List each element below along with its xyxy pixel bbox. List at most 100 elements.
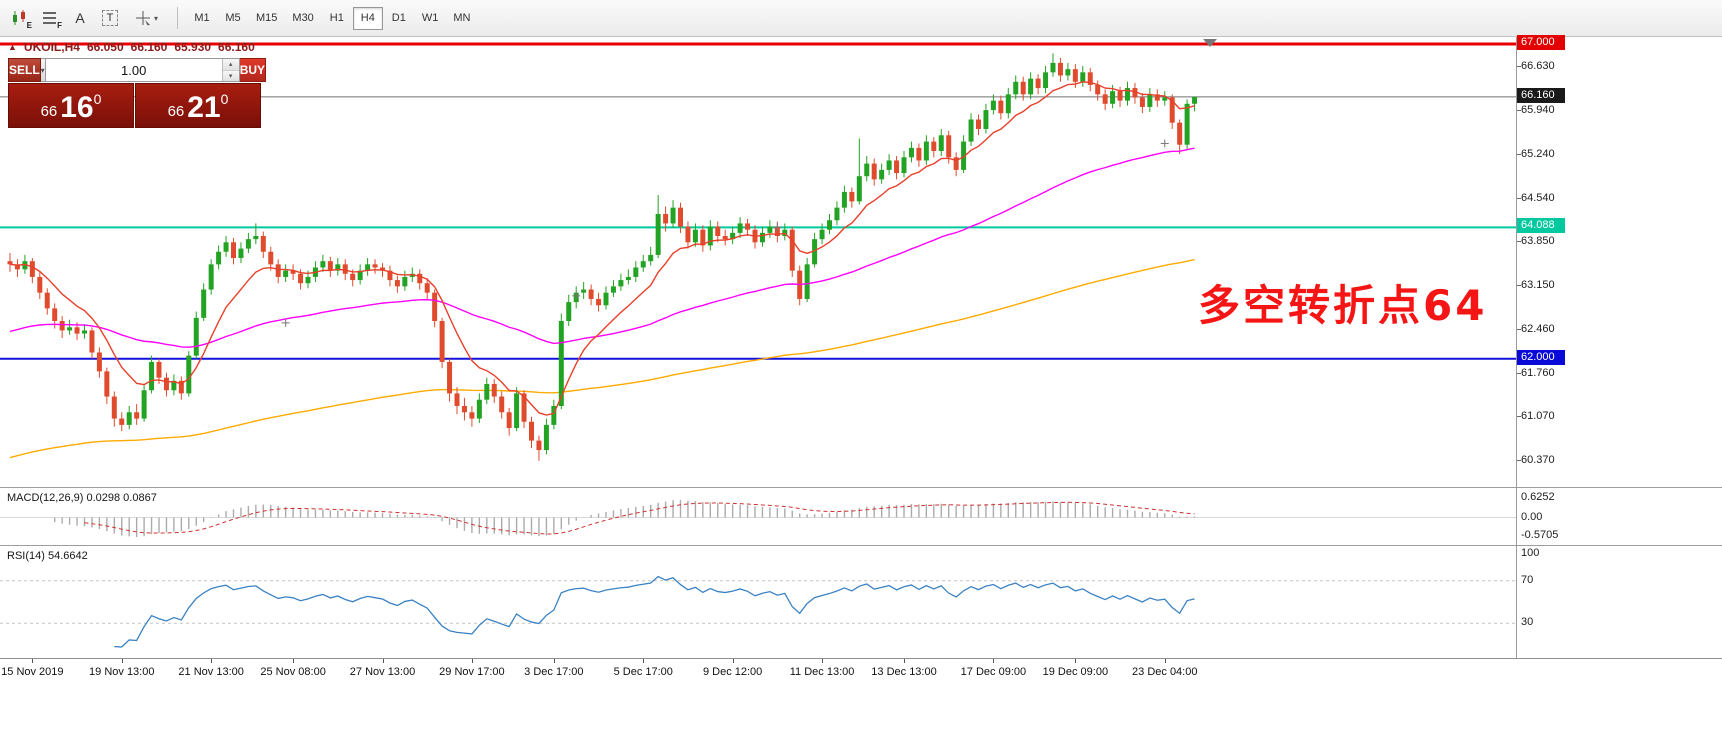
price-axis-label: 66.630 xyxy=(1521,60,1555,73)
time-axis-label: 29 Nov 17:00 xyxy=(439,666,505,678)
badge-f: F xyxy=(57,21,62,30)
badge-e: E xyxy=(26,21,32,30)
time-axis-label: 3 Dec 17:00 xyxy=(524,666,584,678)
price-axis-tick xyxy=(1516,416,1521,418)
chart-toolbar: E F A T ▾ M1 M5 M15 M30 H1 H4 D1 W1 MN xyxy=(0,0,1722,37)
buy-price-pipette: 0 xyxy=(220,91,229,107)
timeframe-button-h4[interactable]: H4 xyxy=(352,6,383,30)
time-axis-label: 13 Dec 13:00 xyxy=(871,666,937,678)
time-axis-tick xyxy=(382,659,384,663)
timeframe-button-m5[interactable]: M5 xyxy=(225,12,241,24)
sell-price-base: 66 xyxy=(40,103,58,120)
macd-axis-label: -0.5705 xyxy=(1521,528,1559,541)
buy-price-pips: 21 xyxy=(187,90,221,124)
timeframe-button-m30[interactable]: M30 xyxy=(292,12,314,24)
timeframe-button-m1[interactable]: M1 xyxy=(194,12,210,24)
rsi-indicator-panel: RSI(14) 54.6642 100 70 30 xyxy=(0,545,1722,658)
price-axis-tick xyxy=(1516,153,1521,155)
timeframe-button-m15[interactable]: M15 xyxy=(256,12,278,24)
price-axis-label: 63.150 xyxy=(1521,279,1555,292)
time-axis-label: 11 Dec 13:00 xyxy=(789,666,855,678)
ohlc-low: 65.930 xyxy=(174,40,212,54)
time-axis-label: 27 Nov 13:00 xyxy=(349,666,416,678)
timeframe-button-group: M1 M5 M15 M30 H1 H4 D1 W1 MN xyxy=(187,6,478,30)
main-chart-panel: ▲ UKOIL,H4 66.050 66.160 65.930 66.160 S… xyxy=(0,34,1722,487)
rsi-axis-label: 30 xyxy=(1521,616,1534,629)
price-axis-tick xyxy=(1516,66,1521,68)
chevron-down-icon: ▾ xyxy=(153,13,158,23)
macd-axis[interactable]: 0.6252 0.00 -0.5705 xyxy=(0,488,1722,545)
price-axis-tick xyxy=(1516,460,1521,462)
time-axis-tick xyxy=(993,659,995,663)
timeframe-button-w1[interactable]: W1 xyxy=(421,12,439,24)
rsi-axis[interactable]: 100 70 30 xyxy=(0,546,1722,658)
time-axis-tick xyxy=(822,659,824,663)
time-axis-label: 23 Dec 04:00 xyxy=(1132,666,1198,678)
arrow-up-icon: ▲ xyxy=(8,42,17,52)
sell-price-display[interactable]: 66 16 0 xyxy=(8,83,134,128)
grid-icon xyxy=(43,12,56,24)
price-axis-tick xyxy=(1516,241,1521,243)
text-box-button[interactable]: T xyxy=(96,5,124,31)
indicator-templates-button[interactable]: E xyxy=(6,5,34,31)
time-axis-label: 15 Nov 2019 xyxy=(1,666,64,678)
price-axis-label: 61.760 xyxy=(1521,366,1555,379)
time-axis-tick xyxy=(643,659,645,663)
volume-dropdown-button[interactable]: ▾ xyxy=(40,58,46,82)
time-axis[interactable]: 15 Nov 2019 19 Nov 13:00 21 Nov 13:00 25 No… xyxy=(0,658,1722,690)
text-label-icon: A xyxy=(75,10,85,26)
price-tag: 67.000 xyxy=(1517,34,1565,50)
buy-price-display[interactable]: 66 21 0 xyxy=(135,83,261,128)
price-axis-label: 65.940 xyxy=(1521,103,1555,116)
ohlc-close: 66.160 xyxy=(218,40,255,54)
rsi-axis-label: 70 xyxy=(1521,573,1534,586)
time-axis-tick xyxy=(553,659,555,663)
sell-button[interactable]: SELL xyxy=(8,58,41,82)
time-axis-label: 19 Dec 09:00 xyxy=(1042,666,1109,678)
price-axis-tick xyxy=(1516,285,1521,287)
toolbar-separator xyxy=(177,7,178,29)
text-box-icon: T xyxy=(102,10,118,26)
buy-price-base: 66 xyxy=(167,103,185,120)
grid-list-button[interactable]: F xyxy=(36,5,64,31)
chart-text-annotation: 多空转折点64 xyxy=(1198,281,1488,330)
text-label-button[interactable]: A xyxy=(66,5,94,31)
volume-spinner: ▴ ▾ xyxy=(221,59,239,81)
macd-canvas[interactable] xyxy=(0,489,1516,546)
buy-button[interactable]: BUY xyxy=(239,58,267,82)
volume-input-group: ▴ ▾ xyxy=(45,58,240,82)
candlestick-chart-icon xyxy=(13,10,25,25)
volume-increase-button[interactable]: ▴ xyxy=(222,59,239,71)
volume-input[interactable] xyxy=(45,59,222,81)
macd-label: MACD(12,26,9) 0.0298 0.0867 xyxy=(7,492,157,504)
price-axis-separator xyxy=(1516,37,1517,658)
rsi-canvas[interactable] xyxy=(0,547,1516,659)
chevron-down-icon: ▾ xyxy=(40,65,45,75)
macd-axis-label: 0.6252 xyxy=(1521,490,1555,503)
sell-price-pipette: 0 xyxy=(93,91,102,107)
timeframe-button-h1[interactable]: H1 xyxy=(329,12,344,24)
time-axis-tick xyxy=(1075,659,1077,663)
price-axis-label: 60.370 xyxy=(1521,454,1555,467)
one-click-trading-panel: SELL ▾ ▴ ▾ BUY 66 16 0 xyxy=(8,58,267,128)
crosshair-cursor-icon xyxy=(135,11,150,26)
time-axis-label: 19 Nov 13:00 xyxy=(89,666,155,678)
rsi-label: RSI(14) 54.6642 xyxy=(7,550,88,562)
timeframe-button-d1[interactable]: D1 xyxy=(391,12,406,24)
time-axis-tick xyxy=(32,659,34,663)
price-axis-tick xyxy=(1516,197,1521,199)
time-axis-tick xyxy=(293,659,295,663)
sell-price-pips: 16 xyxy=(60,90,94,124)
main-chart-canvas[interactable] xyxy=(0,38,1516,487)
macd-axis-label: 0.00 xyxy=(1521,510,1543,523)
price-axis-label: 65.240 xyxy=(1521,147,1555,160)
price-axis-label: 63.850 xyxy=(1521,235,1555,248)
volume-decrease-button[interactable]: ▾ xyxy=(222,70,239,81)
cursor-mode-button[interactable]: ▾ xyxy=(126,5,166,31)
time-axis-tick xyxy=(121,659,123,663)
price-tag: 64.088 xyxy=(1517,218,1565,234)
time-axis-label: 5 Dec 17:00 xyxy=(613,666,673,678)
time-axis-label: 9 Dec 12:00 xyxy=(702,666,763,678)
timeframe-button-mn[interactable]: MN xyxy=(453,12,471,24)
time-axis-label: 21 Nov 13:00 xyxy=(178,666,244,678)
